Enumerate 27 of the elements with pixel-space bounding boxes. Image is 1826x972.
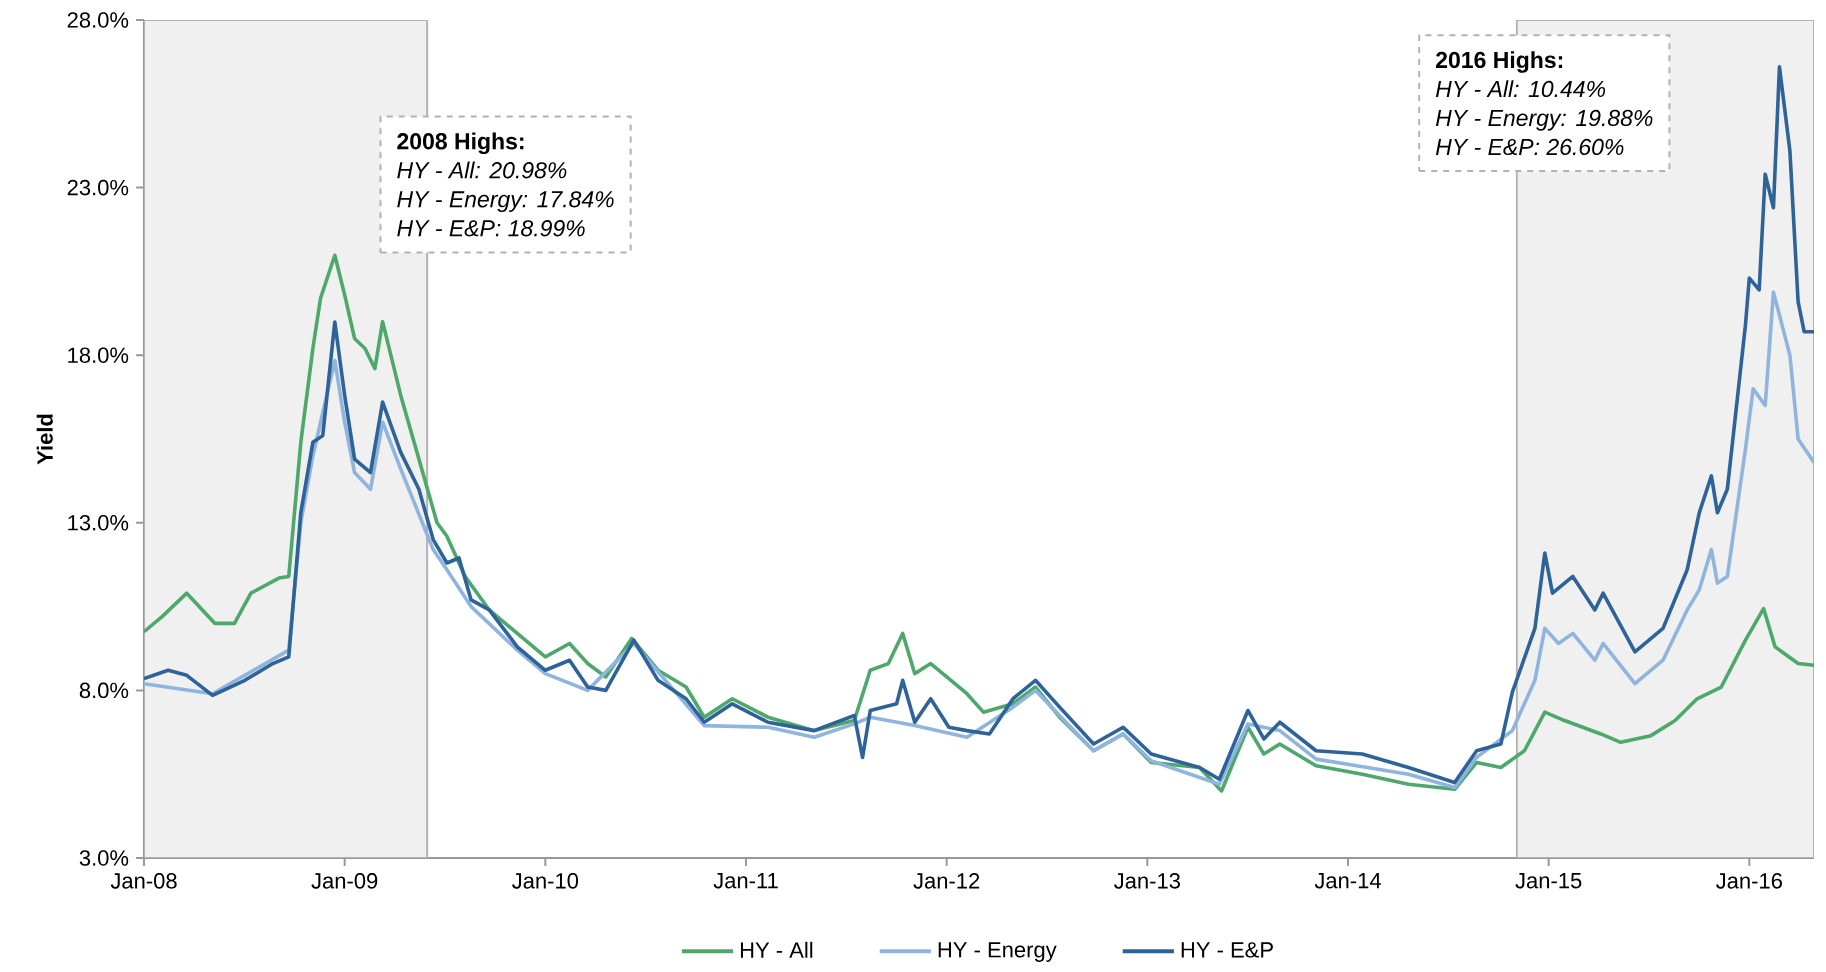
legend-label: HY - E&P xyxy=(1181,942,1273,958)
x-tick-label: Jan-11 xyxy=(713,873,778,889)
annotation: HY - All: 10.44% xyxy=(1435,80,1606,98)
y-tick-label: 23.0% xyxy=(67,179,129,196)
x-tick-label: Jan-10 xyxy=(512,873,579,889)
annotation: HY - E&P: 18.99% xyxy=(397,220,585,237)
annotation: 2008 Highs: xyxy=(397,132,524,155)
y-tick-label: 18.0% xyxy=(68,347,129,363)
x-tick-label: Jan-08 xyxy=(110,873,177,889)
y-tick-label: 3.0% xyxy=(79,850,129,866)
x-tick-label: Jan-09 xyxy=(311,873,378,889)
legend-label: HY - Energy xyxy=(938,942,1057,962)
x-tick-label: Jan-14 xyxy=(1314,873,1381,889)
annotation: HY - Energy: 17.84% xyxy=(397,191,614,212)
legend-label: HY - All xyxy=(740,941,813,958)
annotation: HY - All: 20.98% xyxy=(397,161,567,179)
y-tick-label: 8.0% xyxy=(79,682,129,699)
x-tick-label: Jan-13 xyxy=(1114,873,1180,889)
annotation: 2016 Highs: xyxy=(1436,51,1563,73)
x-tick-label: Jan-15 xyxy=(1515,873,1582,889)
annotation: HY - E&P: 26.60% xyxy=(1435,138,1624,156)
x-tick-label: Jan-12 xyxy=(913,873,980,889)
annotation: HY - Energy: 19.88% xyxy=(1435,109,1653,131)
y-axis-title: Yield xyxy=(36,414,53,465)
x-tick-label: Jan-16 xyxy=(1716,873,1782,889)
y-tick-label: 13.0% xyxy=(68,515,129,531)
y-tick-label: 28.0% xyxy=(67,12,129,28)
